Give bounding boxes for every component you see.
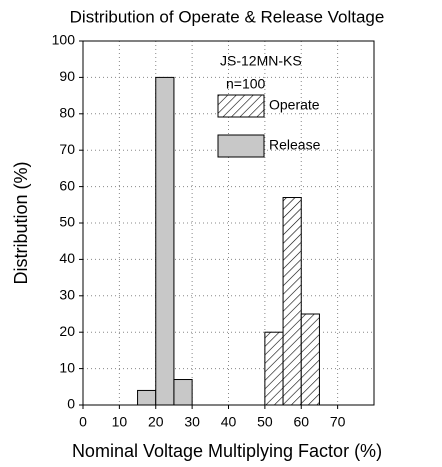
y-tick-label: 0 <box>67 396 75 412</box>
bar <box>173 379 193 406</box>
y-tick-label: 50 <box>59 214 75 230</box>
chart-title: Distribution of Operate & Release Voltag… <box>70 7 385 26</box>
x-tick-label: 0 <box>79 414 87 430</box>
bar <box>282 197 302 406</box>
plot-frame <box>82 40 375 406</box>
x-tick-label: 20 <box>148 414 164 430</box>
x-tick-label: 60 <box>293 414 309 430</box>
bar <box>300 313 320 406</box>
y-tick-label: 60 <box>59 177 75 193</box>
bar <box>137 389 157 406</box>
x-axis-label: Nominal Voltage Multiplying Factor (%) <box>72 441 382 461</box>
y-tick-label: 100 <box>52 32 76 48</box>
x-tick-label: 10 <box>112 414 128 430</box>
y-tick-label: 20 <box>59 323 75 339</box>
x-tick-label: 30 <box>184 414 200 430</box>
legend-swatch <box>217 134 265 158</box>
bar <box>155 76 175 406</box>
x-tick-label: 50 <box>257 414 273 430</box>
y-axis-label: Distribution (%) <box>11 161 31 284</box>
annotation: JS-12MN-KS <box>220 53 302 69</box>
y-tick-label: 40 <box>59 250 75 266</box>
legend-swatch <box>217 94 265 118</box>
x-tick-label: 70 <box>330 414 346 430</box>
legend-label: Operate <box>269 97 320 113</box>
y-tick-label: 70 <box>59 141 75 157</box>
y-tick-label: 30 <box>59 287 75 303</box>
legend-label: Release <box>269 137 321 153</box>
y-tick-label: 90 <box>59 68 75 84</box>
y-tick-label: 80 <box>59 105 75 121</box>
y-tick-label: 10 <box>59 359 75 375</box>
annotation: n=100 <box>226 76 266 92</box>
x-tick-label: 40 <box>221 414 237 430</box>
bar <box>264 331 284 406</box>
